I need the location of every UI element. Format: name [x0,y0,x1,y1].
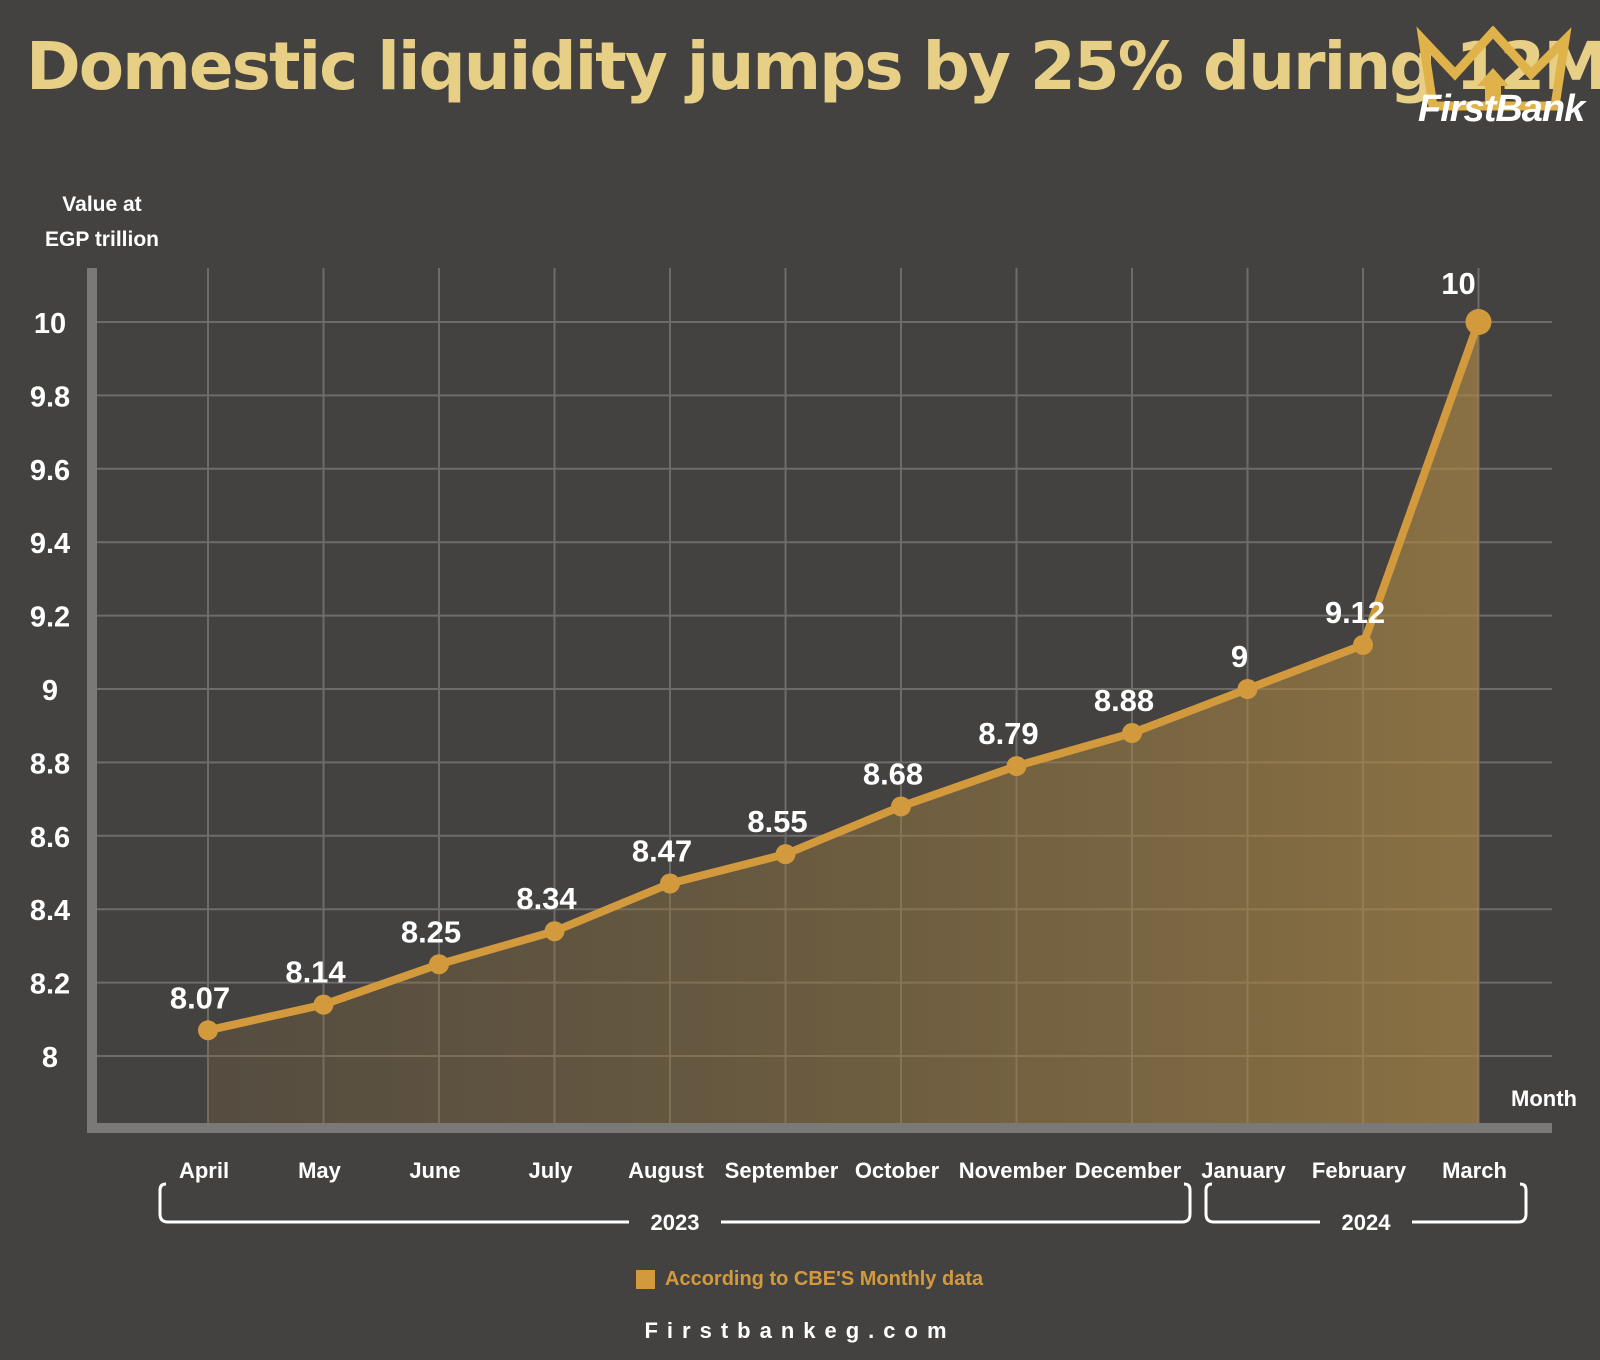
x-tick-label: October [855,1158,940,1183]
data-label: 10 [1441,266,1475,301]
year-bracket [1204,1182,1528,1224]
x-tick-label: September [725,1158,839,1183]
data-label: 8.34 [516,881,577,916]
y-tick-label: 8.2 [30,969,70,1001]
y-tick-label: 9.8 [30,381,70,413]
data-point [891,796,911,817]
data-label: 9 [1231,639,1248,674]
data-point [1006,756,1027,777]
x-tick-label: July [528,1158,573,1183]
data-label: 8.68 [863,756,923,791]
chart-title: Domestic liquidity jumps by 25% during 1… [26,28,1600,105]
series-area-fill [208,322,1479,1128]
data-label: 8.25 [401,914,461,949]
y-tick-label: 8.4 [30,895,70,927]
x-tick-label: May [298,1158,342,1183]
x-axis-label: Month [1511,1086,1577,1111]
data-point [775,844,796,865]
x-tick-label: June [409,1158,460,1183]
data-point [544,921,565,942]
data-label: 8.88 [1094,683,1154,718]
data-point [1122,723,1142,744]
data-label: 9.12 [1325,595,1385,630]
data-label: 8.07 [170,980,230,1015]
data-point [1465,309,1492,335]
series-line [207,320,1483,1035]
data-label: 8.79 [978,716,1038,751]
y-tick-label: 9.4 [30,528,70,560]
legend-label: According to CBE'S Monthly data [665,1268,984,1290]
x-tick-label: November [959,1158,1067,1183]
data-point [198,1020,218,1041]
data-label: 8.14 [285,955,346,990]
x-tick-label: March [1442,1158,1507,1183]
data-point [1353,634,1373,655]
year-bracket [158,1182,1192,1224]
data-label: 8.55 [747,804,807,839]
year-label: 2023 [651,1210,700,1235]
y-axis-label-line-2: EGP trillion [45,228,159,251]
website-url: Firstbankeg.com [644,1318,956,1343]
y-tick-label: 8 [42,1042,58,1074]
x-tick-label: August [628,1158,704,1183]
data-label: 8.47 [632,834,692,869]
data-point [429,954,449,975]
data-point [1237,679,1258,699]
y-tick-label: 9.6 [30,455,70,487]
x-tick-label: January [1201,1158,1286,1183]
brand-name: FirstBank [1418,88,1585,130]
data-point [660,873,680,894]
y-tick-label: 8.6 [30,822,70,854]
x-tick-label: December [1075,1158,1182,1183]
crown-logo-icon [1416,26,1572,111]
y-axis-label-line-1: Value at [62,193,141,216]
y-tick-label: 9 [42,675,58,707]
x-tick-label: February [1312,1158,1407,1183]
y-tick-label: 9.2 [30,602,70,634]
legend: According to CBE'S Monthly data [636,1268,983,1291]
y-tick-label: 8.8 [30,748,70,780]
year-label: 2024 [1342,1210,1392,1235]
y-tick-label: 10 [34,308,66,340]
data-point [313,994,334,1015]
legend-swatch [636,1270,655,1289]
x-tick-label: April [179,1158,229,1183]
